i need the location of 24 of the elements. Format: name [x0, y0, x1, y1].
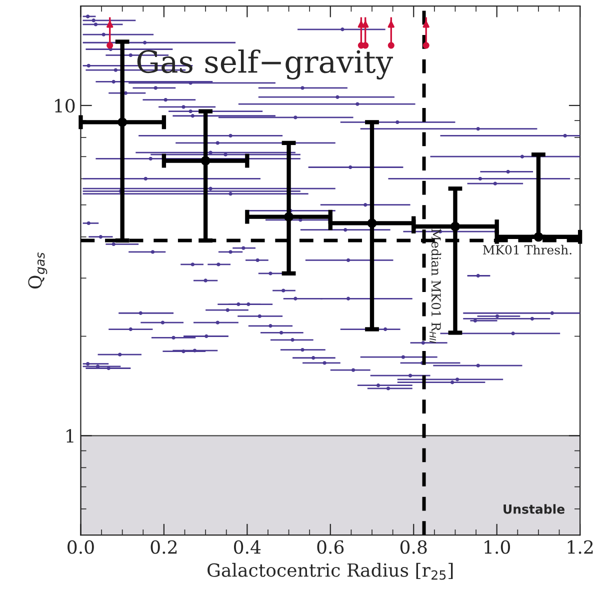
point	[367, 218, 377, 228]
point	[284, 212, 294, 222]
x-tick-label: 1.0	[484, 540, 510, 554]
y-tick-label: 10	[55, 98, 75, 113]
x-axis-title: Galactocentric Radius [r$_{25}$]	[208, 562, 453, 580]
y-tick-label: 1	[66, 429, 74, 443]
ref-line-label: Median MK01 R$_{HII}$	[430, 228, 442, 343]
point	[106, 42, 114, 49]
x-tick-label: 0.8	[400, 540, 427, 554]
point	[450, 222, 460, 232]
point	[118, 117, 128, 127]
point	[534, 232, 544, 242]
x-tick-label: 0.0	[68, 540, 94, 554]
point	[362, 42, 369, 49]
y-axis-title: Q$_{gas}$	[28, 252, 48, 289]
point	[422, 42, 430, 49]
x-tick-label: 0.2	[150, 540, 177, 554]
x-tick-label: 0.4	[234, 540, 261, 554]
x-tick-label: 0.6	[317, 540, 344, 554]
band-label: Unstable	[504, 504, 564, 514]
point	[388, 42, 394, 49]
x-tick-label: 1.2	[568, 540, 593, 554]
ref-line-label: MK01 Thresh.	[482, 244, 572, 255]
point	[200, 156, 210, 166]
